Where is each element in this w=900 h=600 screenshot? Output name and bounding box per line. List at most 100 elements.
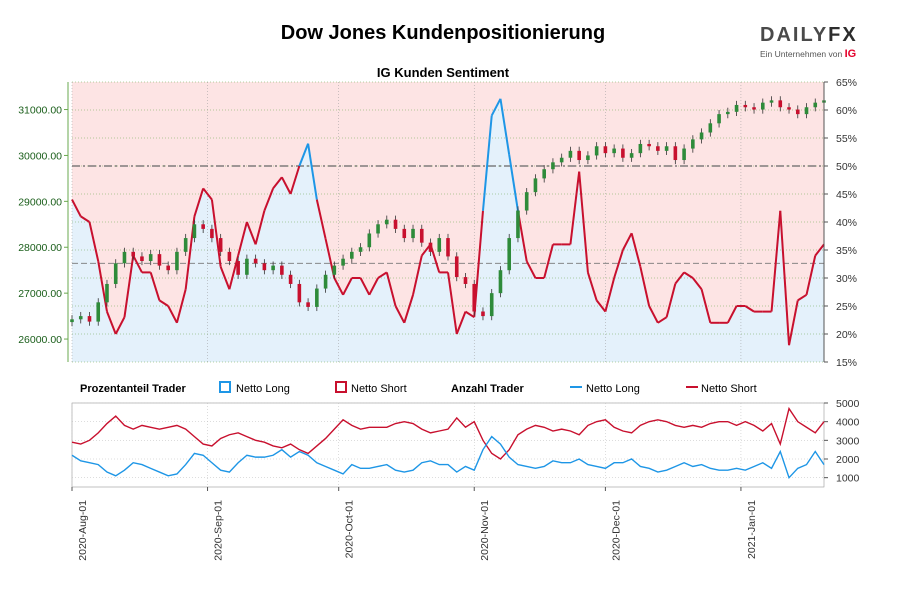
candle-body — [122, 251, 127, 264]
lower-frame — [71, 402, 825, 488]
right-axis-label: 20% — [836, 329, 857, 341]
candle-body — [113, 263, 118, 284]
left-axis-label: 26000.00 — [18, 334, 62, 346]
legend-swatch-pct-short — [335, 381, 347, 393]
legend-cnt-long: Netto Long — [586, 383, 640, 395]
sentiment-segment — [525, 260, 537, 279]
candle-body — [813, 102, 818, 108]
candle-body — [673, 146, 678, 161]
candle-body — [358, 247, 363, 252]
sentiment-segment — [254, 210, 266, 245]
candle-body — [656, 146, 660, 151]
candle-body — [384, 219, 389, 225]
candle-body — [419, 228, 424, 243]
candle-body — [166, 265, 170, 271]
sentiment-segment — [307, 143, 318, 200]
candle-body — [769, 100, 774, 103]
right-axis-label: 60% — [836, 105, 857, 117]
x-axis-label: 2020-Sep-01 — [213, 500, 225, 561]
legend: Prozentanteil Trader Netto Long Netto Sh… — [80, 381, 757, 395]
sentiment-segment — [377, 271, 388, 279]
sentiment-segment — [210, 199, 222, 267]
sentiment-segment — [368, 277, 379, 296]
count-short-line — [71, 406, 825, 460]
candle-body — [105, 283, 109, 303]
candle-body — [376, 224, 380, 234]
sentiment-segment — [613, 249, 624, 279]
left-axis-label: 27000.00 — [18, 288, 62, 300]
sentiment-segment — [272, 176, 283, 190]
candle-body — [760, 102, 765, 110]
candle-body — [87, 316, 92, 322]
trader-count-panel: 1000 2000 3000 4000 5000 — [71, 398, 860, 488]
candle-body — [262, 263, 267, 271]
candle-body — [253, 258, 258, 264]
sentiment-segment — [80, 215, 91, 223]
candle-body — [175, 251, 179, 271]
legend-pct-short: Netto Short — [351, 383, 407, 395]
sentiment-segment — [490, 98, 502, 117]
sentiment-segment — [193, 188, 205, 217]
sentiment-segment — [455, 311, 467, 335]
candle-body — [437, 238, 442, 252]
candle-body — [524, 192, 529, 211]
candle-body — [96, 302, 101, 322]
sentiment-segment — [630, 232, 642, 268]
candle-body — [682, 148, 686, 161]
sentiment-segment — [158, 299, 169, 307]
sentiment-segment — [175, 288, 187, 324]
sentiment-segment — [621, 232, 633, 251]
candle-body — [332, 265, 337, 275]
legend-pct-long: Netto Long — [236, 383, 290, 395]
candle-body — [210, 228, 214, 239]
sentiment-line — [71, 98, 825, 346]
candle-body — [603, 146, 608, 154]
sentiment-segment — [578, 171, 589, 273]
sentiment-segment — [726, 305, 738, 324]
candle-body — [489, 293, 494, 317]
candle-body — [245, 258, 249, 275]
sentiment-segment — [219, 266, 231, 290]
candle-body — [708, 123, 713, 133]
candle-body — [367, 233, 372, 248]
lower-axis-label: 1000 — [836, 473, 860, 485]
candle-body — [201, 224, 205, 229]
sentiment-segment — [692, 277, 703, 290]
sentiment-segment — [788, 300, 799, 346]
candle-body — [647, 143, 651, 147]
right-axis-label: 35% — [836, 245, 857, 257]
legend-cnt-short: Netto Short — [701, 383, 757, 395]
legend-group-percent: Prozentanteil Trader — [80, 383, 186, 395]
sentiment-segment — [700, 288, 712, 324]
sentiment-segment — [447, 272, 458, 335]
candle-body — [454, 256, 459, 278]
left-axis-label: 31000.00 — [18, 105, 62, 117]
candle-body — [594, 146, 599, 156]
sentiment-segment — [298, 143, 310, 167]
sentiment-segment — [665, 283, 677, 318]
candle-body — [70, 319, 74, 323]
candle-body — [402, 228, 407, 239]
sentiment-segment — [770, 210, 782, 312]
candle-body — [726, 111, 730, 115]
candle-body — [227, 251, 232, 262]
candle-body — [446, 238, 450, 257]
left-axis-label: 29000.00 — [18, 196, 62, 208]
candle-body — [629, 153, 634, 158]
right-axis-label: 40% — [836, 217, 857, 229]
sentiment-segment — [237, 221, 248, 256]
sentiment-segment — [586, 272, 598, 301]
left-axis-label: 30000.00 — [18, 150, 62, 162]
lower-axis-label: 4000 — [836, 417, 860, 429]
candle-body — [472, 283, 477, 312]
candle-body — [533, 178, 538, 193]
candle-body — [428, 242, 433, 252]
sentiment-segment — [464, 310, 475, 319]
sentiment-segment — [71, 199, 82, 217]
candle-body — [752, 107, 756, 110]
sentiment-segment — [342, 277, 353, 296]
sentiment-segment — [167, 305, 178, 324]
candle-body — [315, 288, 319, 307]
candle-body — [350, 251, 354, 259]
